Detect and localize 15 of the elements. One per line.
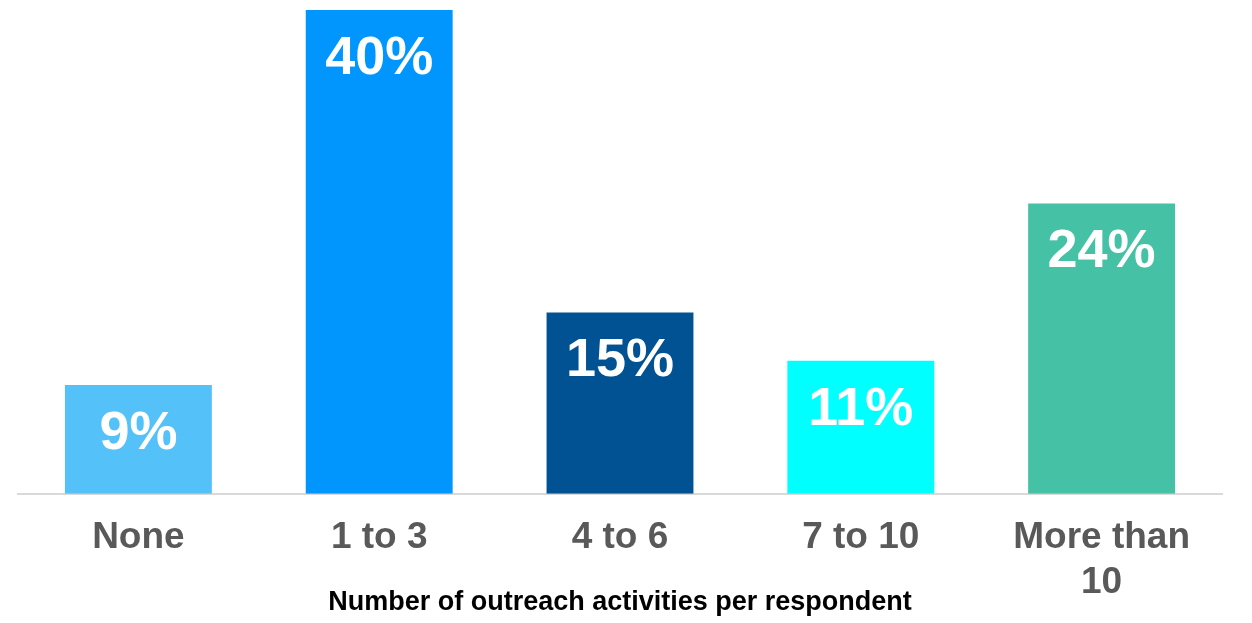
data-label: 11% — [808, 375, 914, 436]
data-label: 40% — [325, 24, 434, 85]
data-label: 24% — [1047, 218, 1156, 279]
x-tick-label: More than 10 — [1013, 515, 1190, 601]
x-tick-label: 7 to 10 — [802, 515, 920, 557]
data-label: 9% — [99, 399, 178, 460]
bar — [546, 312, 694, 494]
data-label: 15% — [565, 327, 675, 388]
x-tick-label: None — [92, 515, 185, 557]
bar — [787, 360, 935, 494]
x-tick-label: 4 to 6 — [571, 515, 669, 557]
x-tick-label: 1 to 3 — [330, 515, 428, 557]
bar — [305, 10, 453, 494]
bar — [1028, 203, 1176, 494]
x-axis-title: Number of outreach activities per respondent — [328, 586, 912, 617]
